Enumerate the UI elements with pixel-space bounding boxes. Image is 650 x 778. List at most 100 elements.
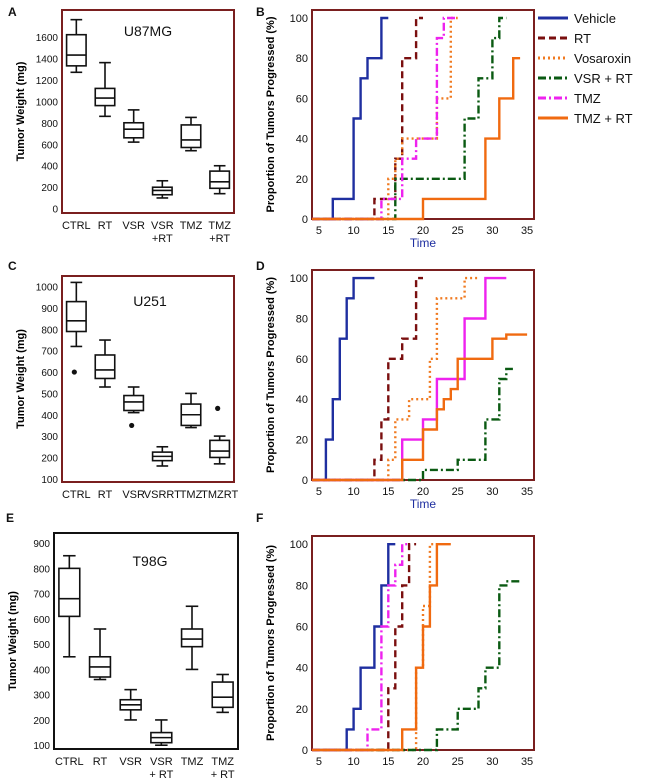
x-tick-label: 25 bbox=[452, 486, 464, 498]
category-label-5: TMZ bbox=[181, 756, 204, 768]
category-label-3: VSR bbox=[122, 489, 145, 501]
box-iqr bbox=[180, 628, 204, 648]
panel-letter: E bbox=[6, 511, 14, 525]
y-tick-label: 20 bbox=[296, 174, 308, 186]
y-tick-label: 20 bbox=[296, 435, 308, 447]
y-tick-label: 200 bbox=[41, 183, 58, 194]
x-tick-label: 30 bbox=[486, 225, 498, 237]
category-label-4: VSRRT bbox=[144, 489, 181, 501]
series-line-vsr-rt bbox=[312, 367, 514, 482]
y-tick-label: 80 bbox=[296, 580, 308, 592]
panel-letter: F bbox=[256, 511, 263, 525]
y-axis-label: Tumor Weight (mg) bbox=[7, 591, 19, 691]
category-label-4: VSR+RT bbox=[151, 220, 174, 245]
panel-title: U87MG bbox=[124, 23, 172, 39]
y-axis-label: Proportion of Tumors Progressed (%) bbox=[265, 545, 277, 741]
x-tick-label: 5 bbox=[316, 225, 322, 237]
y-tick-label: 80 bbox=[296, 313, 308, 325]
y-tick-label: 300 bbox=[41, 432, 58, 443]
box-5 bbox=[180, 116, 202, 152]
box-6 bbox=[209, 164, 231, 195]
box-4 bbox=[151, 445, 173, 467]
x-category-sub: + RT bbox=[211, 769, 235, 778]
box-panel-A: A U87MG 0 200 400 600 800 1000 1200 1400 1600 Tumor… bbox=[8, 5, 235, 245]
series-line-rt bbox=[312, 16, 423, 221]
x-category-sub: + RT bbox=[149, 769, 173, 778]
series-line-tmz bbox=[312, 276, 507, 482]
box-3 bbox=[123, 386, 145, 429]
series-line-vsr-rt bbox=[312, 16, 507, 221]
x-tick-label: 5 bbox=[316, 756, 322, 768]
category-label-2: RT bbox=[93, 756, 108, 768]
y-tick-label: 200 bbox=[33, 716, 50, 727]
category-label-1: CTRL bbox=[55, 756, 84, 768]
plot-frame bbox=[53, 532, 239, 750]
box-1 bbox=[65, 281, 87, 375]
category-label-4: VSR+ RT bbox=[149, 756, 173, 778]
series-line-rt bbox=[312, 276, 423, 482]
series-line-tmz bbox=[312, 543, 410, 752]
step-panel-D: D 0 20 40 60 80 100 5 10 15 20 25 30 35 Proportion of … bbox=[256, 259, 535, 511]
series-line-vsr-rt bbox=[312, 580, 521, 752]
y-tick-label: 40 bbox=[296, 394, 308, 406]
panel-title: T98G bbox=[132, 553, 167, 569]
box-3 bbox=[119, 688, 142, 721]
series-line-tmz-rt bbox=[312, 57, 521, 221]
box-iqr bbox=[209, 439, 231, 459]
x-category: TMZ bbox=[208, 220, 231, 232]
plot-frame bbox=[311, 269, 535, 481]
y-tick-label: 0 bbox=[302, 745, 308, 757]
step-panel-B: B 0 20 40 60 80 100 5 10 15 20 25 30 35 Proportion of … bbox=[256, 5, 535, 250]
x-tick-label: 5 bbox=[316, 486, 322, 498]
y-tick-label: 800 bbox=[41, 119, 58, 130]
x-category: VSR bbox=[122, 220, 145, 232]
box-iqr bbox=[94, 87, 116, 107]
step-panel-F: F 0 20 40 60 80 100 5 10 15 20 25 30 35 Proportion of … bbox=[256, 511, 535, 768]
box-2 bbox=[94, 61, 116, 118]
x-tick-label: 35 bbox=[521, 756, 533, 768]
box-1 bbox=[65, 18, 87, 74]
y-tick-label: 100 bbox=[290, 13, 308, 25]
y-tick-label: 1200 bbox=[36, 76, 59, 87]
panel-letter: B bbox=[256, 5, 265, 19]
y-axis-label: Proportion of Tumors Progressed (%) bbox=[265, 16, 277, 212]
series-line-vosaroxin bbox=[312, 276, 479, 482]
y-tick-label: 400 bbox=[41, 162, 58, 173]
x-tick-label: 15 bbox=[382, 225, 394, 237]
box-2 bbox=[94, 339, 116, 388]
category-label-1: CTRL bbox=[62, 489, 91, 501]
y-tick-label: 200 bbox=[41, 453, 58, 464]
box-4 bbox=[150, 719, 173, 747]
x-category: VSR bbox=[119, 756, 142, 768]
x-category: TMZ bbox=[180, 489, 203, 501]
x-category-sub: +RT bbox=[152, 233, 173, 245]
y-tick-label: 40 bbox=[296, 663, 308, 675]
y-tick-label: 0 bbox=[302, 475, 308, 487]
y-tick-label: 700 bbox=[33, 590, 50, 601]
legend-label-3: Vosaroxin bbox=[574, 51, 631, 66]
series-line-tmz-rt bbox=[312, 333, 528, 482]
x-axis-label: Time bbox=[410, 497, 437, 511]
x-tick-label: 25 bbox=[452, 225, 464, 237]
panel-letter: A bbox=[8, 5, 17, 19]
box-4 bbox=[151, 179, 173, 199]
y-tick-label: 400 bbox=[33, 665, 50, 676]
x-category: CTRL bbox=[62, 220, 91, 232]
y-tick-label: 600 bbox=[33, 615, 50, 626]
y-tick-label: 900 bbox=[41, 304, 58, 315]
y-tick-label: 900 bbox=[33, 539, 50, 550]
x-tick-label: 25 bbox=[452, 756, 464, 768]
box-iqr bbox=[211, 681, 234, 709]
category-label-3: VSR bbox=[122, 220, 145, 232]
series-line-vehicle bbox=[312, 16, 389, 221]
outlier-point bbox=[71, 369, 77, 375]
y-tick-label: 1600 bbox=[36, 33, 59, 44]
series-line-tmz-rt bbox=[312, 543, 451, 752]
legend: Vehicle RT Vosaroxin VSR + RT TMZ TMZ + RT bbox=[538, 11, 633, 126]
plot-frame bbox=[61, 9, 235, 214]
outlier-point bbox=[215, 405, 221, 411]
series-line-vehicle bbox=[312, 276, 375, 482]
box-iqr bbox=[65, 300, 87, 333]
x-axis-label: Time bbox=[410, 236, 437, 250]
legend-label-2: RT bbox=[574, 31, 591, 46]
